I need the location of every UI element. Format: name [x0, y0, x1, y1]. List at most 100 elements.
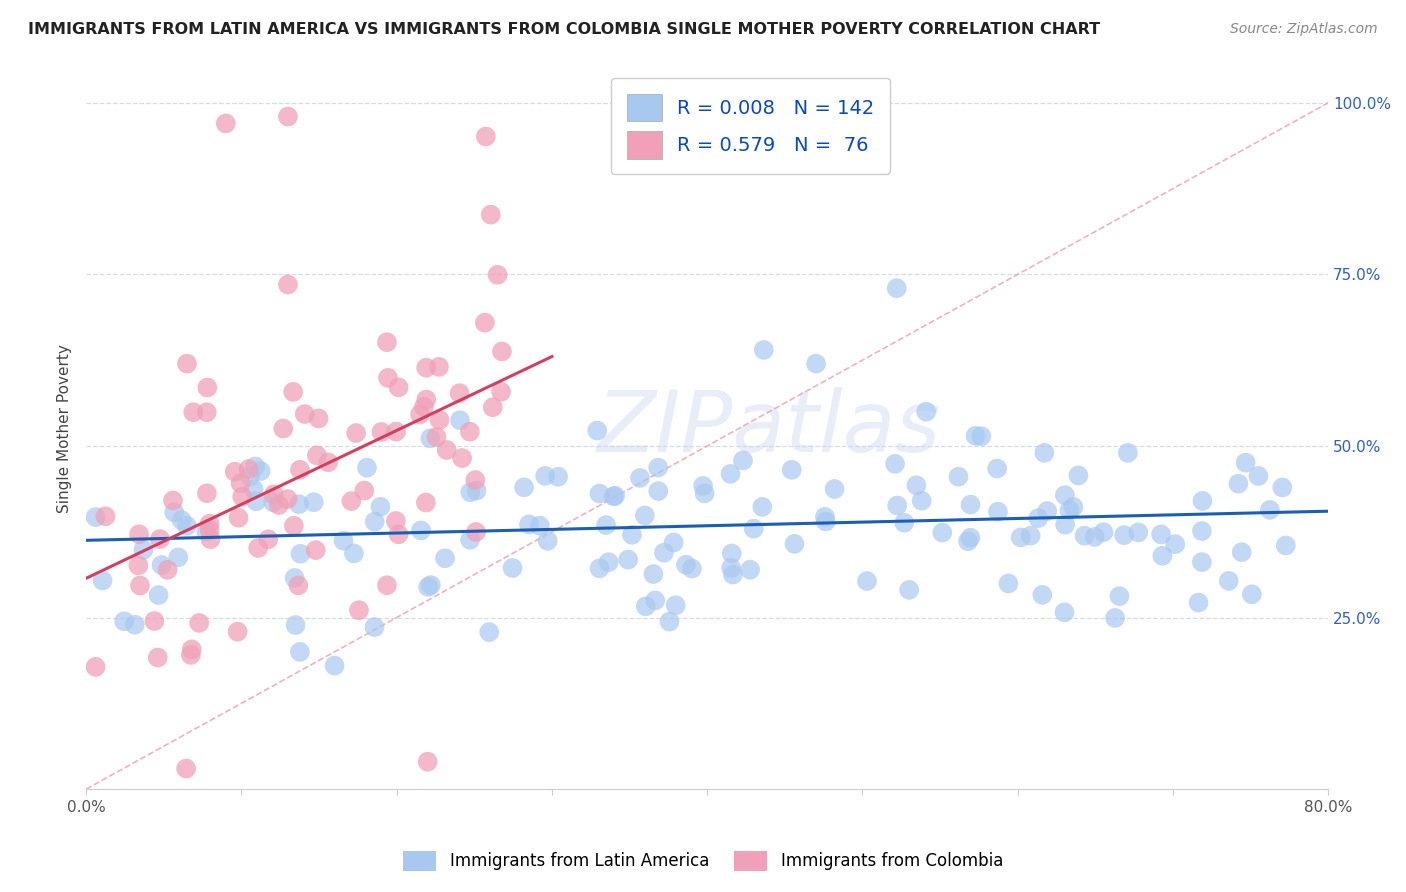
Point: [1073, 529, 1095, 543]
Point: [1234, 456, 1257, 470]
Point: [162, 493, 184, 508]
Point: [451, 451, 474, 466]
Point: [1026, 511, 1049, 525]
Point: [911, 493, 934, 508]
Point: [249, 464, 271, 478]
Point: [1053, 488, 1076, 502]
Point: [475, 129, 498, 144]
Point: [242, 482, 264, 496]
Point: [316, 455, 339, 469]
Point: [84, 510, 107, 524]
Point: [347, 603, 370, 617]
Point: [148, 588, 170, 602]
Point: [464, 473, 486, 487]
Point: [1271, 481, 1294, 495]
Point: [529, 518, 551, 533]
Point: [658, 615, 681, 629]
Point: [644, 593, 666, 607]
Point: [132, 542, 155, 557]
Point: [931, 525, 953, 540]
Point: [814, 515, 837, 529]
Point: [91, 574, 114, 588]
Point: [479, 208, 502, 222]
Point: [665, 599, 688, 613]
Point: [458, 533, 481, 547]
Point: [804, 357, 827, 371]
Point: [959, 531, 981, 545]
Point: [489, 384, 512, 399]
Point: [353, 483, 375, 498]
Point: [595, 518, 617, 533]
Point: [783, 537, 806, 551]
Point: [628, 471, 651, 485]
Point: [149, 532, 172, 546]
Point: [229, 476, 252, 491]
Legend: Immigrants from Latin America, Immigrants from Colombia: Immigrants from Latin America, Immigrant…: [395, 842, 1011, 880]
Point: [363, 515, 385, 529]
Point: [1187, 596, 1209, 610]
Point: [415, 360, 437, 375]
Point: [893, 516, 915, 530]
Point: [263, 487, 285, 501]
Point: [491, 344, 513, 359]
Point: [195, 524, 218, 539]
Point: [478, 625, 501, 640]
Point: [127, 558, 149, 573]
Point: [245, 494, 267, 508]
Point: [195, 405, 218, 419]
Point: [905, 478, 928, 492]
Point: [647, 484, 669, 499]
Point: [150, 558, 173, 572]
Point: [1152, 549, 1174, 563]
Point: [180, 648, 202, 662]
Legend: R = 0.008   N = 142, R = 0.579   N =  76: R = 0.008 N = 142, R = 0.579 N = 76: [612, 78, 890, 174]
Point: [603, 489, 626, 503]
Point: [534, 469, 557, 483]
Point: [1067, 468, 1090, 483]
Point: [271, 421, 294, 435]
Point: [413, 400, 436, 414]
Point: [1054, 517, 1077, 532]
Point: [375, 335, 398, 350]
Point: [959, 498, 981, 512]
Point: [465, 524, 488, 539]
Point: [1247, 469, 1270, 483]
Point: [970, 429, 993, 443]
Point: [287, 578, 309, 592]
Point: [94, 509, 117, 524]
Point: [409, 407, 432, 421]
Point: [1240, 587, 1263, 601]
Point: [143, 614, 166, 628]
Point: [886, 281, 908, 295]
Point: [415, 495, 437, 509]
Point: [176, 357, 198, 371]
Point: [198, 523, 221, 537]
Point: [1258, 503, 1281, 517]
Point: [1128, 525, 1150, 540]
Point: [740, 563, 762, 577]
Point: [1191, 524, 1213, 538]
Point: [239, 469, 262, 483]
Point: [180, 642, 202, 657]
Point: [814, 509, 837, 524]
Point: [363, 620, 385, 634]
Point: [620, 528, 643, 542]
Point: [486, 268, 509, 282]
Point: [675, 558, 697, 572]
Point: [174, 762, 197, 776]
Point: [721, 567, 744, 582]
Point: [434, 551, 457, 566]
Point: [481, 401, 503, 415]
Point: [1036, 504, 1059, 518]
Point: [1062, 500, 1084, 514]
Point: [1116, 446, 1139, 460]
Point: [277, 491, 299, 506]
Point: [662, 535, 685, 549]
Point: [856, 574, 879, 588]
Point: [1150, 527, 1173, 541]
Point: [720, 561, 742, 575]
Point: [387, 527, 409, 541]
Point: [305, 543, 328, 558]
Point: [965, 429, 987, 443]
Point: [377, 371, 399, 385]
